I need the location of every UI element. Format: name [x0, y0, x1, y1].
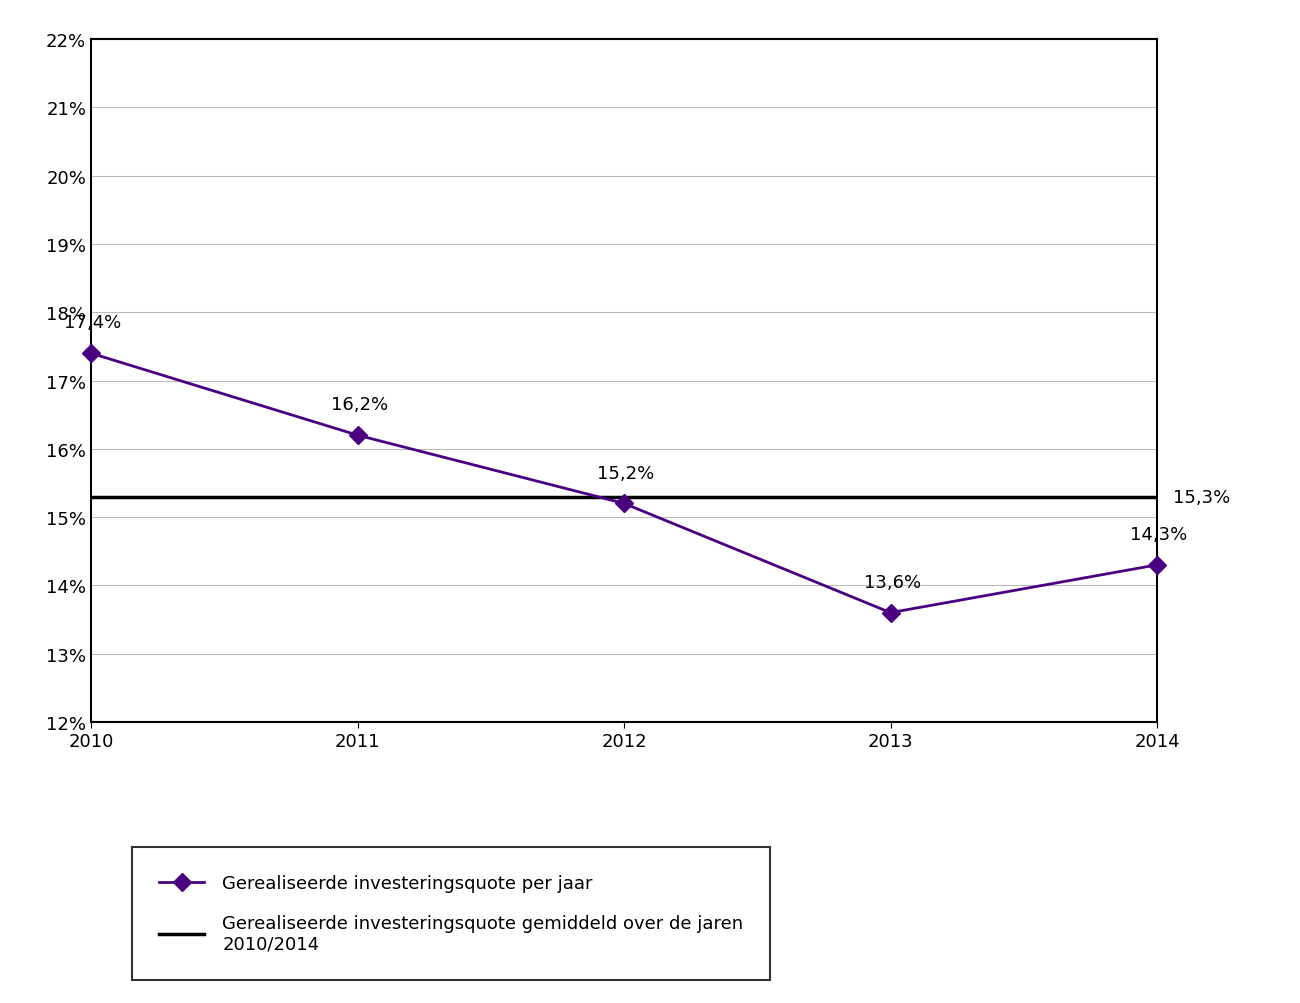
Text: 15,2%: 15,2%: [597, 464, 655, 482]
Text: 16,2%: 16,2%: [330, 396, 387, 414]
Text: 15,3%: 15,3%: [1173, 488, 1230, 507]
Text: 13,6%: 13,6%: [863, 574, 920, 591]
Text: 17,4%: 17,4%: [64, 314, 122, 332]
Text: 14,3%: 14,3%: [1130, 526, 1188, 544]
Legend: Gerealiseerde investeringsquote per jaar, Gerealiseerde investeringsquote gemidd: Gerealiseerde investeringsquote per jaar…: [133, 848, 771, 980]
